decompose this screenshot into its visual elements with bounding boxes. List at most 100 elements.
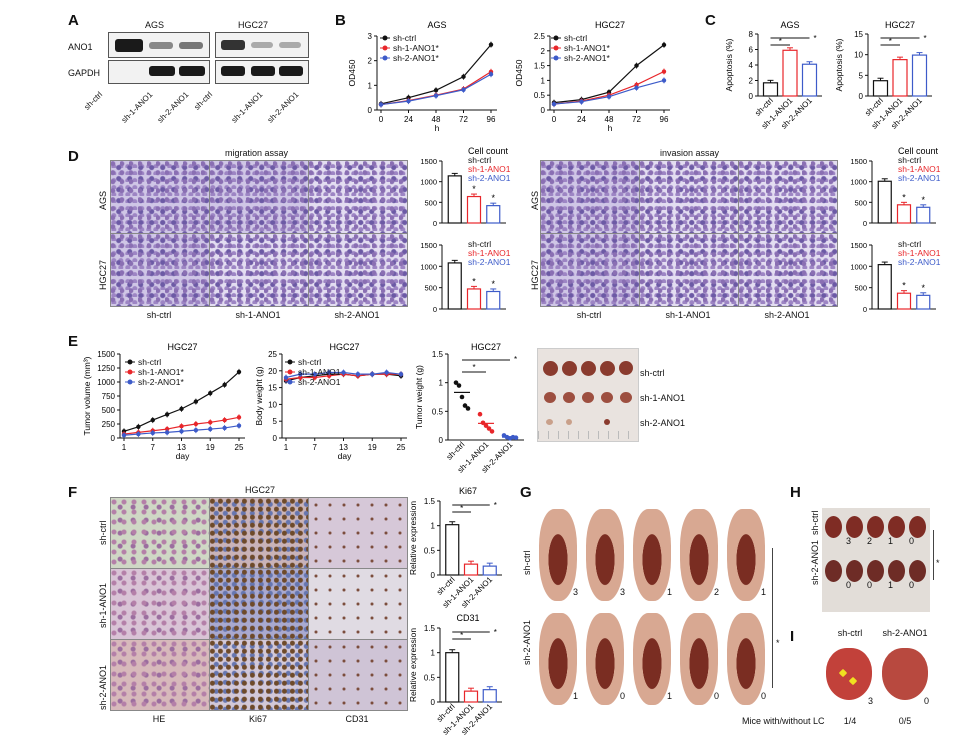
lung-nodule-count: 3 xyxy=(846,536,852,546)
data-point xyxy=(179,406,184,412)
ihc-row-label: sh-2-ANO1 xyxy=(98,664,108,710)
panel-label-I: I xyxy=(790,628,795,645)
legend-label: sh-1-ANO1 xyxy=(298,367,341,377)
data-point xyxy=(489,429,495,434)
data-point xyxy=(483,423,489,428)
lc-footer-label: Mice with/without LC xyxy=(742,716,825,726)
y-tick-label: 2 xyxy=(749,77,754,86)
micrograph-invasion xyxy=(639,160,739,234)
col-label: sh-ctrl xyxy=(146,310,172,320)
panel-label-E: E xyxy=(68,333,79,350)
bar-chart-invasion-ags: 0 500 1000 1500 Cell count * * sh-ctrlsh-1-ANO1… xyxy=(850,146,940,228)
y-tick-label: 3 xyxy=(368,32,373,41)
x-tick-label: 1 xyxy=(122,443,127,452)
western-blot-hgc27-ano1 xyxy=(215,32,309,58)
ihc-col-label: CD31 xyxy=(345,714,369,724)
col-label: sh-1-ANO1 xyxy=(665,310,711,320)
data-point xyxy=(222,382,227,387)
y-tick-label: 750 xyxy=(102,392,116,401)
x-tick-label: 13 xyxy=(339,443,348,452)
significance-star: * xyxy=(814,34,817,43)
panel-f-title: HGC27 xyxy=(245,485,276,495)
ihc-col-label: HE xyxy=(152,714,166,724)
micrograph-invasion xyxy=(639,233,739,307)
data-point xyxy=(222,417,227,423)
data-point xyxy=(461,87,466,92)
chart-title: AGS xyxy=(780,20,799,30)
y-tick-label: 10 xyxy=(854,51,863,60)
lung-photo: 3 2 1 0 0 0 1 0 xyxy=(822,508,930,612)
data-point xyxy=(298,371,303,377)
data-point xyxy=(551,101,557,107)
ihc-ki67-image xyxy=(209,639,309,711)
significance-star: * xyxy=(494,628,497,637)
data-point xyxy=(121,433,127,438)
metastasis-count: 0 xyxy=(761,691,767,701)
ihc-cd31-image xyxy=(308,639,408,711)
ihc-he-image xyxy=(110,497,210,569)
bar xyxy=(762,82,779,97)
x-axis-label: h xyxy=(435,123,440,133)
bar xyxy=(466,288,482,310)
metastasis-count: 1 xyxy=(667,691,673,701)
blot-lane-label: sh-2-ANO1 xyxy=(265,90,301,125)
mouse-image xyxy=(727,613,765,705)
data-point xyxy=(179,429,184,434)
bar xyxy=(486,205,501,224)
y-tick-label: 0.5 xyxy=(424,673,436,682)
metastasis-count: 0 xyxy=(714,691,720,701)
blot-title-hgc27: HGC27 xyxy=(238,20,269,30)
y-tick-label: 1 xyxy=(368,81,373,90)
significance-star: * xyxy=(921,283,925,293)
chart-title: Ki67 xyxy=(459,486,477,496)
ihc-col-label: Ki67 xyxy=(248,714,268,724)
lung-image xyxy=(909,560,926,582)
lung-nodule-count: 0 xyxy=(846,580,852,590)
data-point xyxy=(355,371,361,377)
data-point xyxy=(208,426,213,432)
mouse-image xyxy=(633,509,671,601)
x-tick-label: 0 xyxy=(552,115,557,124)
col-label: sh-2-ANO1 xyxy=(334,310,380,320)
bar xyxy=(872,80,889,97)
micrograph-migration xyxy=(209,160,309,234)
y-axis-label: OD450 xyxy=(514,59,524,86)
ihc-he-image xyxy=(110,639,210,711)
row-label-ags: AGS xyxy=(530,190,540,210)
col-label: sh-ctrl xyxy=(576,310,602,320)
significance-star: * xyxy=(514,355,517,364)
significance-star: * xyxy=(472,276,476,286)
row-label-ags: AGS xyxy=(98,190,108,210)
metastasis-count: 2 xyxy=(714,587,720,597)
x-tick-label: 72 xyxy=(632,115,641,124)
significance-star: * xyxy=(902,192,906,202)
y-tick-label: 1.5 xyxy=(534,62,546,71)
lc-ratio: 1/4 xyxy=(843,716,857,726)
y-tick-label: 1500 xyxy=(850,157,867,166)
data-point xyxy=(236,369,242,375)
line-chart-b-ags: 0 1 2 3 OD450 AGS 0 24 48 72 96 h sh-ctrlsh-1-ANO1*s… xyxy=(347,20,497,133)
bar xyxy=(911,54,928,97)
chart-title: CD31 xyxy=(456,613,479,623)
row-label-hgc27: HGC27 xyxy=(98,259,108,290)
col-label: sh-2-ANO1 xyxy=(764,310,810,320)
bar xyxy=(447,262,462,310)
data-point xyxy=(193,421,199,427)
y-tick-label: 0.5 xyxy=(424,546,436,555)
col-label: sh-1-ANO1 xyxy=(235,310,281,320)
ihc-row-label: sh-ctrl xyxy=(98,520,108,546)
blot-lane-label: sh-ctrl xyxy=(82,90,105,112)
blot-row-ano1: ANO1 xyxy=(68,42,93,52)
y-axis-label: Relative expression xyxy=(408,501,418,575)
data-point xyxy=(384,370,389,375)
y-tick-label: 0 xyxy=(433,305,437,314)
panel-label-B: B xyxy=(335,12,346,29)
legend-label: sh-1-ANO1 xyxy=(898,248,941,258)
lc-count: 3 xyxy=(868,696,874,706)
panel-label-A: A xyxy=(68,12,79,29)
x-tick-label: 19 xyxy=(368,443,377,452)
